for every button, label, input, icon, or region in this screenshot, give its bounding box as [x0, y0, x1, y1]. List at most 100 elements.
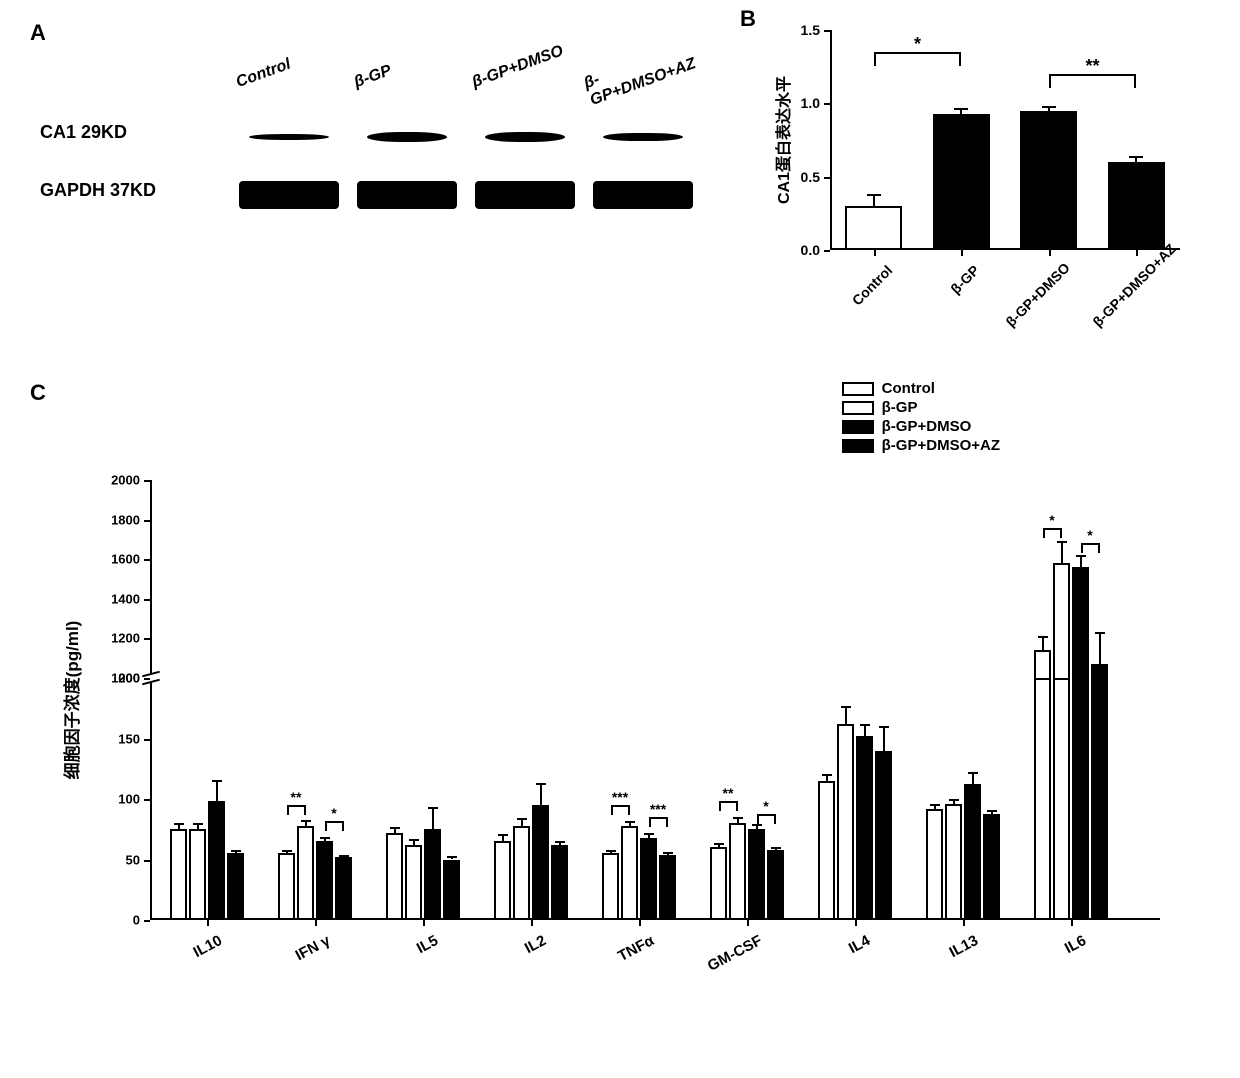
chart-b-bar: [1020, 111, 1077, 250]
significance-stars: *: [898, 34, 938, 55]
chart-c-ylabel: 细胞因子浓度(pg/ml): [58, 621, 83, 780]
chart-c-errorbar-cap: [625, 821, 635, 823]
chart-c-errorbar: [1042, 636, 1044, 650]
chart-c-ytick: [144, 638, 150, 640]
blot-lane-labels: Controlβ-GPβ-GP+DMSOβ-GP+DMSO+AZ: [230, 30, 710, 100]
chart-c-ytick: [144, 739, 150, 741]
legend-swatch: [842, 420, 874, 434]
chart-c-errorbar: [1099, 632, 1101, 664]
legend-label: β-GP+DMSO+AZ: [882, 437, 1000, 454]
chart-c-bar: [386, 833, 403, 920]
blot-band: [603, 133, 683, 141]
chart-c-errorbar-cap: [1095, 632, 1105, 634]
chart-c-errorbar: [432, 807, 434, 829]
chart-b-yticklabel: 0.5: [801, 169, 820, 185]
chart-c-bar: [551, 845, 568, 920]
legend-label: Control: [882, 380, 935, 397]
significance-bracket: ***: [611, 805, 630, 815]
chart-b-errorbar-cap: [1042, 106, 1056, 108]
chart-c-xtick: [747, 920, 749, 926]
chart-c-bar: [875, 751, 892, 920]
significance-bracket: **: [719, 801, 738, 811]
chart-c-errorbar-cap: [1038, 636, 1048, 638]
chart-c-xlabel: IL10: [155, 932, 225, 980]
chart-c-legend: Control β-GP β-GP+DMSO β-GP+DMSO+AZ: [842, 380, 1000, 456]
chart-c-errorbar-cap: [606, 850, 616, 852]
chart-c-bar: [278, 853, 295, 920]
chart-c-xlabel: IL2: [479, 932, 549, 980]
chart-c-errorbar-cap: [339, 855, 349, 857]
chart-c-bar: [405, 845, 422, 920]
chart-c-bar: [443, 860, 460, 921]
chart-b-xlabel: Control: [827, 262, 895, 330]
chart-c-errorbar-cap: [841, 706, 851, 708]
chart-c-errorbar-cap: [320, 837, 330, 839]
chart-c-yticklabel: 2000: [111, 473, 140, 488]
chart-c-bar: [424, 829, 441, 920]
chart-c-errorbar-cap: [663, 852, 673, 854]
chart-c-bar-lower: [1072, 678, 1089, 920]
chart-c-xlabel: IL6: [1019, 932, 1089, 980]
chart-c-bar: [926, 809, 943, 920]
chart-b-xtick: [1136, 250, 1138, 256]
chart-c-errorbar-cap: [174, 823, 184, 825]
chart-c-bar: [964, 784, 981, 920]
chart-c-bar: [710, 847, 727, 920]
chart-c-xlabel: TNFα: [587, 932, 657, 980]
panel-b-bar-chart: CA1蛋白表达水平 0.00.51.01.5Controlβ-GPβ-GP+DM…: [740, 0, 1220, 360]
chart-c-errorbar-cap: [212, 780, 222, 782]
blot-lane-label: β-GP: [352, 62, 394, 92]
chart-c-errorbar-cap: [428, 807, 438, 809]
legend-swatch: [842, 439, 874, 453]
chart-b-yticklabel: 1.5: [801, 22, 820, 38]
chart-c-bar: [729, 823, 746, 920]
chart-c-errorbar: [540, 783, 542, 805]
chart-c-bar: [513, 826, 530, 920]
chart-c-bar: [170, 829, 187, 920]
chart-b-ylabel: CA1蛋白表达水平: [770, 76, 794, 204]
chart-c-errorbar: [1061, 541, 1063, 563]
legend-label: β-GP: [882, 399, 918, 416]
chart-c-bar: [856, 736, 873, 920]
chart-c-yticklabel: 1600: [111, 552, 140, 567]
chart-c-errorbar-cap: [447, 856, 457, 858]
chart-c-bar-upper: [1034, 650, 1051, 678]
chart-c-yticklabel: 150: [118, 731, 140, 746]
chart-c-bar: [227, 853, 244, 920]
chart-c-errorbar: [845, 706, 847, 724]
chart-c-errorbar-cap: [860, 724, 870, 726]
chart-c-yticklabel: 1800: [111, 512, 140, 527]
legend-swatch: [842, 382, 874, 396]
chart-b-ytick: [824, 250, 830, 252]
legend-label: β-GP+DMSO: [882, 418, 972, 435]
chart-c-bar-lower: [1091, 678, 1108, 920]
chart-c-yticklabel: 50: [126, 852, 140, 867]
chart-c-bar: [208, 801, 225, 920]
chart-c-bar: [189, 829, 206, 920]
chart-c-ytick: [144, 799, 150, 801]
chart-c-xlabel: IL5: [371, 932, 441, 980]
chart-c-errorbar-cap: [498, 834, 508, 836]
chart-c-errorbar-cap: [949, 799, 959, 801]
chart-c-bar: [983, 814, 1000, 920]
chart-c-bar-lower: [1053, 678, 1070, 920]
chart-b-xlabel: β-GP+DMSO: [1002, 262, 1070, 330]
chart-c-bar-lower: [1034, 678, 1051, 920]
chart-c-ytick: [144, 860, 150, 862]
chart-c-bar: [621, 826, 638, 920]
chart-b-errorbar-cap: [954, 108, 968, 110]
chart-c-bar: [818, 781, 835, 920]
chart-c-bar: [316, 841, 333, 920]
blot-lane-label: Control: [234, 56, 294, 92]
chart-c-bar: [659, 855, 676, 920]
chart-c-errorbar-cap: [517, 818, 527, 820]
chart-c-errorbar-cap: [733, 817, 743, 819]
chart-c-errorbar-cap: [282, 850, 292, 852]
blot-loading-band: [239, 181, 339, 209]
chart-b-y-axis: [830, 30, 832, 250]
chart-b-xtick: [961, 250, 963, 256]
chart-c-errorbar-cap: [714, 843, 724, 845]
chart-c-yticklabel: 1400: [111, 591, 140, 606]
chart-c-yticklabel: 1200: [111, 631, 140, 646]
chart-c-xlabel: IL13: [911, 932, 981, 980]
